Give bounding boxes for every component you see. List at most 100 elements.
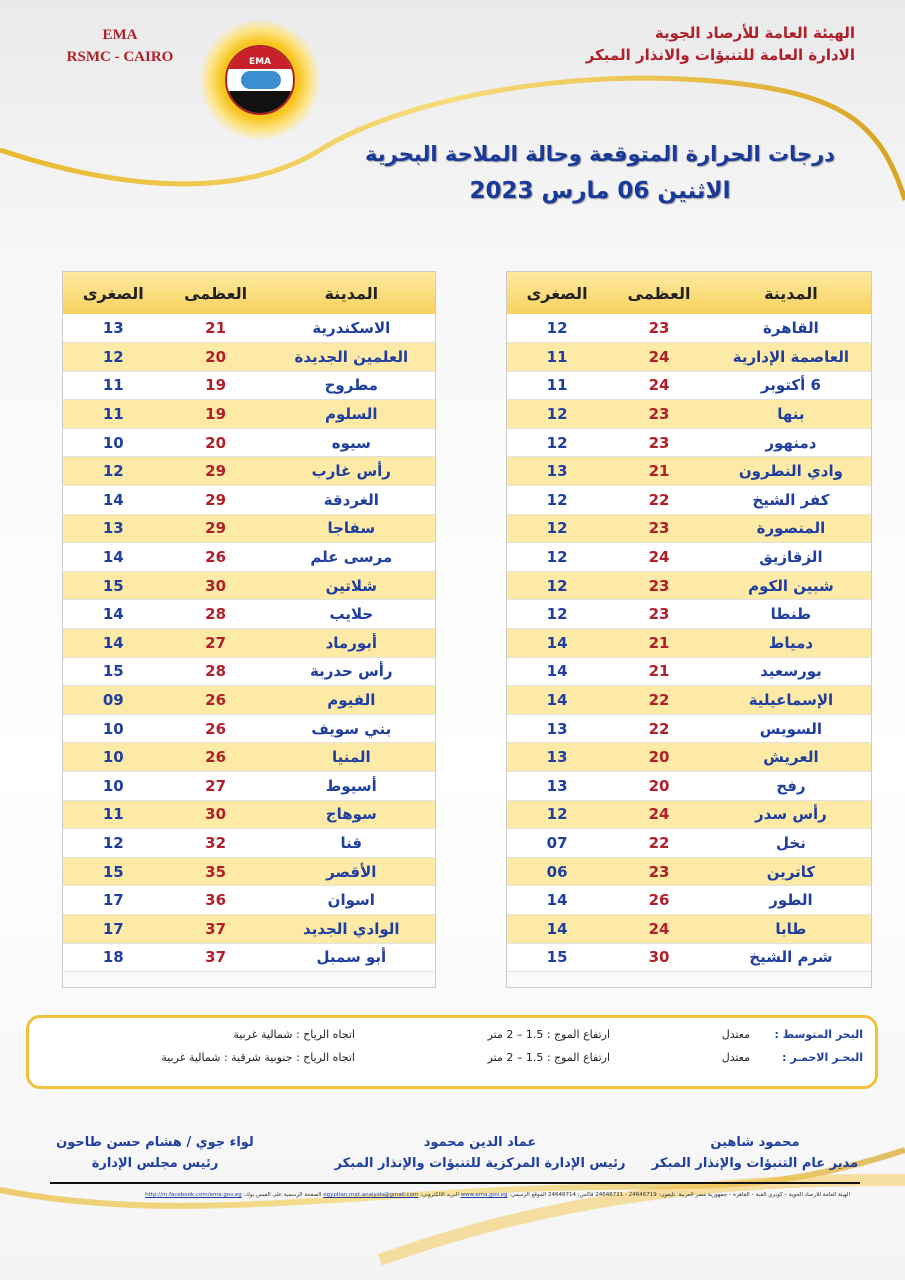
col-city: المدينة bbox=[710, 272, 871, 314]
wind-direction: اتجاه الرياح : جنوبية شرقية : شمالية غرب… bbox=[161, 1051, 355, 1064]
table-row: بني سويف 26 10 bbox=[63, 714, 435, 744]
city-cell: اسوان bbox=[267, 885, 435, 915]
table-row: دمنهور 23 12 bbox=[507, 428, 871, 458]
sea-name: البحـر الاحمـر : bbox=[782, 1051, 863, 1064]
max-cell: 19 bbox=[163, 399, 268, 429]
min-cell: 13 bbox=[507, 456, 608, 487]
email-link[interactable]: egyptian.met.analysis@gmail.com bbox=[323, 1192, 419, 1198]
table-row: رأس حدربة 28 15 bbox=[63, 657, 435, 687]
table-row: وادي النطرون 21 13 bbox=[507, 456, 871, 487]
max-cell: 24 bbox=[607, 800, 711, 830]
signature-title: مدير عام التنبؤات والإنذار المبكر bbox=[651, 1156, 859, 1171]
city-cell: رفح bbox=[710, 771, 871, 801]
min-cell: 12 bbox=[507, 542, 608, 572]
min-cell: 14 bbox=[507, 657, 608, 687]
max-cell: 22 bbox=[607, 714, 711, 744]
max-cell: 37 bbox=[163, 914, 268, 944]
table-row: العلمين الجديدة 20 12 bbox=[63, 342, 435, 372]
max-cell: 30 bbox=[163, 571, 268, 601]
min-cell: 13 bbox=[63, 514, 164, 544]
signature-title: رئيس مجلس الإدارة bbox=[91, 1156, 219, 1171]
table-row: الغردقة 29 14 bbox=[63, 485, 435, 515]
org-ar-line2: الادارة العامة للتنبؤات والانذار المبكر bbox=[585, 46, 855, 64]
max-cell: 23 bbox=[607, 428, 711, 458]
min-cell: 11 bbox=[63, 800, 164, 830]
city-cell: سفاجا bbox=[267, 514, 435, 544]
col-city: المدينة bbox=[267, 272, 435, 314]
max-cell: 35 bbox=[163, 857, 268, 887]
city-cell: شرم الشيخ bbox=[710, 943, 871, 973]
max-cell: 22 bbox=[607, 485, 711, 515]
min-cell: 13 bbox=[507, 742, 608, 772]
max-cell: 23 bbox=[607, 314, 711, 344]
min-cell: 10 bbox=[63, 428, 164, 458]
facebook-link[interactable]: http://m.facebook.com/ema.gov.eg bbox=[145, 1192, 242, 1198]
table-row: اسوان 36 17 bbox=[63, 885, 435, 915]
city-cell: الوادي الجديد bbox=[267, 914, 435, 944]
table-row: دمياط 21 14 bbox=[507, 628, 871, 658]
city-cell: العاصمة الإدارية bbox=[710, 342, 871, 372]
max-cell: 21 bbox=[607, 657, 711, 687]
max-cell: 21 bbox=[607, 628, 711, 658]
city-cell: بنها bbox=[710, 399, 871, 429]
city-cell: سوهاج bbox=[267, 800, 435, 830]
max-cell: 32 bbox=[163, 828, 268, 858]
min-cell: 15 bbox=[63, 571, 164, 601]
wave-height: ارتفاع الموج : 1.5 – 2 متر bbox=[487, 1051, 610, 1064]
max-cell: 36 bbox=[163, 885, 268, 915]
min-cell: 12 bbox=[63, 342, 164, 372]
city-cell: الإسماعيلية bbox=[710, 685, 871, 715]
logo-text: EMA bbox=[227, 47, 293, 69]
table-row: المنصورة 23 12 bbox=[507, 514, 871, 544]
min-cell: 11 bbox=[507, 371, 608, 401]
signature-name: محمود شاهين bbox=[710, 1135, 800, 1150]
city-cell: نخل bbox=[710, 828, 871, 858]
min-cell: 07 bbox=[507, 828, 608, 858]
city-cell: أبو سمبل bbox=[267, 943, 435, 973]
table-row: طابا 24 14 bbox=[507, 914, 871, 944]
table-row: الإسماعيلية 22 14 bbox=[507, 685, 871, 715]
max-cell: 28 bbox=[163, 599, 268, 630]
signature-2: عماد الدين محمود رئيس الإدارة المركزية لل… bbox=[320, 1132, 640, 1174]
signature-1: محمود شاهين مدير عام التنبؤات والإنذار ال… bbox=[635, 1132, 875, 1174]
table-row: أسيوط 27 10 bbox=[63, 771, 435, 801]
website-link[interactable]: www.ema.gov.eg bbox=[460, 1192, 508, 1198]
footer-address: الهيئة العامة للأرصاد الجوية – كوبري الق… bbox=[509, 1192, 850, 1198]
sea-conditions-panel: البحر المتوسط : معتدل ارتفاع الموج : 1.5… bbox=[26, 1015, 878, 1089]
min-cell: 15 bbox=[63, 657, 164, 687]
footer-contact: الهيئة العامة للأرصاد الجوية – كوبري الق… bbox=[50, 1192, 850, 1198]
city-cell: العريش bbox=[710, 742, 871, 772]
city-cell: كفر الشيخ bbox=[710, 485, 871, 515]
city-cell: طنطا bbox=[710, 599, 871, 630]
col-max: العظمى bbox=[607, 272, 711, 314]
city-cell: وادي النطرون bbox=[710, 456, 871, 487]
email-label: البريد الالكتروني: bbox=[420, 1192, 459, 1198]
max-cell: 29 bbox=[163, 456, 268, 487]
min-cell: 11 bbox=[63, 399, 164, 429]
min-cell: 10 bbox=[63, 714, 164, 744]
org-ar-line1: الهيئة العامة للأرصاد الجوية bbox=[654, 24, 855, 42]
city-cell: دمنهور bbox=[710, 428, 871, 458]
max-cell: 29 bbox=[163, 514, 268, 544]
max-cell: 24 bbox=[607, 914, 711, 944]
min-cell: 12 bbox=[507, 399, 608, 429]
table-row: العريش 20 13 bbox=[507, 742, 871, 772]
table-row: القاهرة 23 12 bbox=[507, 314, 871, 344]
min-cell: 12 bbox=[507, 599, 608, 630]
min-cell: 14 bbox=[63, 628, 164, 658]
sea-name: البحر المتوسط : bbox=[774, 1028, 863, 1041]
max-cell: 20 bbox=[163, 342, 268, 372]
city-cell: الغردقة bbox=[267, 485, 435, 515]
max-cell: 23 bbox=[607, 857, 711, 887]
city-cell: القاهرة bbox=[710, 314, 871, 344]
min-cell: 17 bbox=[63, 914, 164, 944]
city-cell: رأس سدر bbox=[710, 800, 871, 830]
wave-height: ارتفاع الموج : 1.5 – 2 متر bbox=[487, 1028, 610, 1041]
table-row: حلايب 28 14 bbox=[63, 599, 435, 630]
city-cell: سيوه bbox=[267, 428, 435, 458]
city-cell: كاترين bbox=[710, 857, 871, 887]
ema-logo: EMA bbox=[200, 20, 320, 140]
min-cell: 13 bbox=[507, 714, 608, 744]
signature-name: لواء جوي / هشام حسن طاحون bbox=[56, 1135, 254, 1150]
city-cell: الزقازيق bbox=[710, 542, 871, 572]
